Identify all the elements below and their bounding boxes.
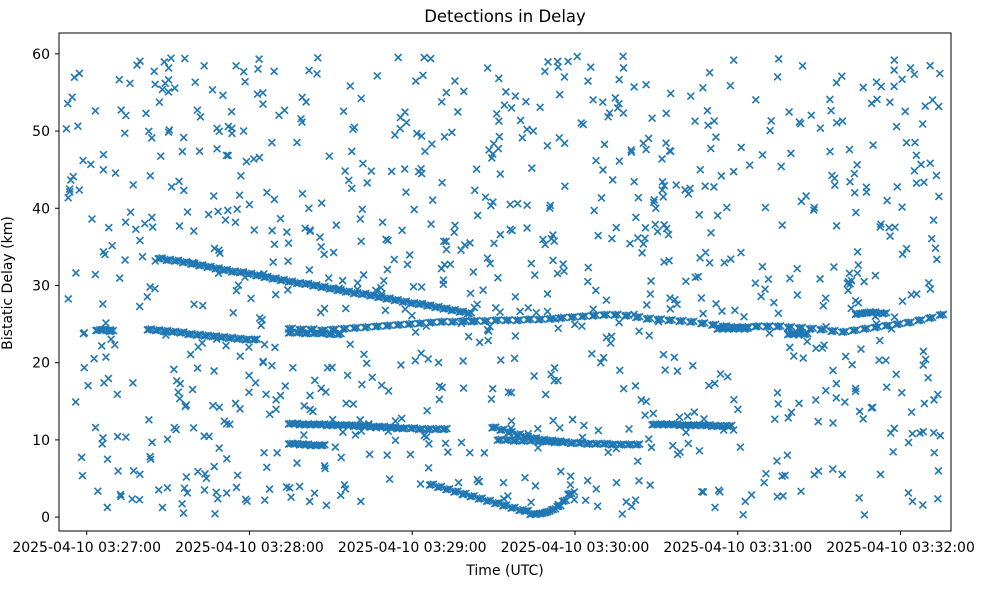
x-axis-label: Time (UTC) <box>466 563 544 579</box>
plot-border <box>58 32 952 532</box>
y-tick-label: 20 <box>32 356 50 372</box>
track-dip-track-descent <box>425 480 533 516</box>
x-tick-label: 2025-04-10 03:28:00 <box>175 540 324 556</box>
track-band-12km-right <box>648 420 736 431</box>
x-tick-label: 2025-04-10 03:31:00 <box>663 540 812 556</box>
track-band-12km-left <box>284 419 451 434</box>
track-blob-24km-right <box>713 323 753 334</box>
clutter-points <box>62 52 945 519</box>
y-tick-label: 40 <box>32 201 50 217</box>
x-tick-label: 2025-04-10 03:27:00 <box>12 540 161 556</box>
x-tick-label: 2025-04-10 03:30:00 <box>501 540 650 556</box>
track-blob-9km-left <box>284 439 329 450</box>
x-tick-label: 2025-04-10 03:29:00 <box>338 540 487 556</box>
track-left-band-23km <box>143 325 346 344</box>
y-tick-label: 50 <box>32 124 50 140</box>
y-tick-label: 10 <box>32 433 50 449</box>
track-band-10km-mid <box>493 435 644 449</box>
track-blob-23km-right <box>783 328 812 339</box>
chart-title: Detections in Delay <box>424 7 586 26</box>
track-dip-track-rise <box>526 489 576 519</box>
x-tick-label: 2025-04-10 03:32:00 <box>826 540 975 556</box>
track-blob-24km-left <box>91 325 118 336</box>
y-tick-label: 0 <box>41 510 50 526</box>
y-tick-label: 60 <box>32 47 50 63</box>
track-blob-26km-right <box>851 308 891 319</box>
track-mid-band-25km <box>284 310 948 337</box>
track-main-descent-33-to-26km <box>154 254 476 318</box>
y-tick-label: 30 <box>32 278 50 294</box>
y-axis-label: Bistatic Delay (km) <box>0 216 16 350</box>
